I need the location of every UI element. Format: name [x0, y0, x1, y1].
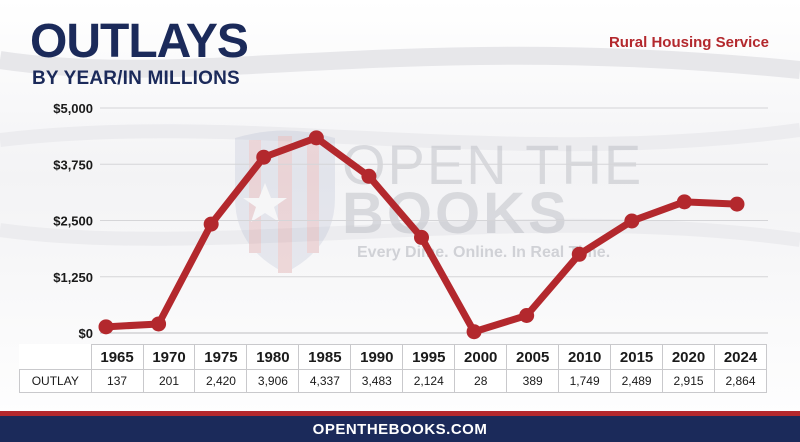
outlay-value-cell: 2,489: [610, 369, 664, 393]
series-layer: [98, 130, 745, 340]
year-row: 1965 1970 1975 1980 1985 1990 1995 2000 2005 2010…: [19, 344, 767, 370]
y-tick-label: $2,500: [53, 214, 93, 229]
watermark-tagline: Every Dime. Online. In Real Time.: [357, 244, 611, 261]
data-point: [624, 213, 640, 229]
year-header-cell: 2000: [454, 344, 508, 370]
y-tick-label: $1,250: [53, 270, 93, 285]
year-header-cell: 1985: [298, 344, 352, 370]
year-header-cell: 1970: [142, 344, 196, 370]
year-header-cell: 1975: [194, 344, 248, 370]
data-point: [361, 168, 377, 184]
year-header-cell: 2005: [506, 344, 560, 370]
page-title: OUTLAYS: [30, 15, 249, 68]
outlay-value-cell: 3,483: [350, 369, 404, 393]
year-header-cell: 2024: [714, 344, 767, 370]
y-tick-label: $0: [79, 326, 93, 341]
page-subtitle: BY YEAR/IN MILLIONS: [32, 68, 240, 89]
grid-layer: [100, 107, 768, 334]
footer-stripe: [0, 411, 800, 416]
outlay-value-cell: 2,864: [714, 369, 767, 393]
data-point: [98, 319, 114, 335]
year-header-cell: 1965: [90, 344, 144, 370]
data-point: [414, 229, 429, 245]
line-chart: $0 $1,250 $2,500 $3,750 $5,000: [53, 101, 768, 341]
data-point: [308, 130, 324, 146]
data-point: [256, 149, 272, 165]
year-header-cell: 2010: [558, 344, 612, 370]
data-point: [676, 194, 692, 210]
year-header-cell: 2015: [610, 344, 664, 370]
footer-site-link[interactable]: OPENTHEBOOKS.COM: [312, 420, 488, 438]
program-name: Rural Housing Service: [608, 34, 769, 51]
outlay-value-cell: 137: [90, 369, 144, 393]
outlay-value-cell: 28: [454, 369, 508, 393]
data-point: [203, 216, 219, 232]
table-corner-cell: [19, 344, 92, 370]
outlay-value-cell: 4,337: [298, 369, 352, 393]
row-label: OUTLAY: [19, 369, 92, 393]
outlay-value-cell: 3,906: [246, 369, 300, 393]
outlay-value-cell: 1,749: [558, 369, 612, 393]
outlay-value-cell: 2,124: [402, 369, 456, 393]
y-tick-label: $3,750: [53, 157, 93, 172]
data-point: [151, 316, 167, 332]
background-waves: [0, 46, 800, 247]
outlay-value-cell: 2,915: [662, 369, 716, 393]
data-table: 1965 1970 1975 1980 1985 1990 1995 2000 2005 2010…: [19, 344, 767, 393]
year-header-cell: 1995: [402, 344, 456, 370]
year-header-cell: 1980: [246, 344, 300, 370]
y-tick-labels: $0 $1,250 $2,500 $3,750 $5,000: [53, 101, 93, 341]
footer-bar: OPENTHEBOOKS.COM: [0, 416, 800, 442]
y-tick-label: $5,000: [53, 101, 93, 116]
outlay-value-cell: 2,420: [194, 369, 248, 393]
data-point: [519, 307, 535, 323]
outlay-value-cell: 389: [506, 369, 560, 393]
data-point: [466, 324, 482, 340]
outlay-row: OUTLAY 137 201 2,420 3,906 4,337 3,483 2,124 28…: [19, 369, 767, 393]
data-point: [729, 196, 745, 212]
data-point: [571, 246, 587, 262]
year-header-cell: 2020: [662, 344, 716, 370]
outlay-value-cell: 201: [142, 369, 196, 393]
year-header-cell: 1990: [350, 344, 404, 370]
